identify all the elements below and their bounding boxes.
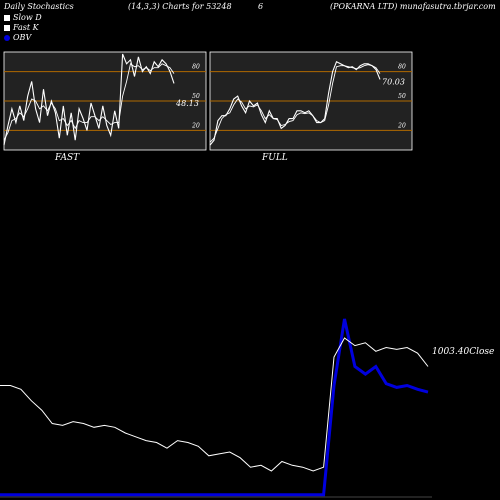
legend-slow-d: Slow D xyxy=(4,13,42,22)
legend-swatch-slow-d xyxy=(4,15,10,21)
close-value-label: 1003.40Close xyxy=(432,347,494,357)
full-series-slow-d xyxy=(209,64,381,143)
fast-series-slow-d xyxy=(3,63,175,141)
chart-title: Daily Stochastics xyxy=(4,2,74,11)
legend-label-obv: OBV xyxy=(13,33,32,42)
chart-code: 6 xyxy=(258,2,264,11)
full-tick-label-20: 20 xyxy=(397,122,406,129)
legend-obv: OBV xyxy=(4,33,31,42)
panel-label-fast: FAST xyxy=(55,153,80,163)
fast-last-value-label: 48.13 xyxy=(175,99,199,108)
legend-swatch-obv xyxy=(4,35,10,41)
legend-fast-k: Fast K xyxy=(4,23,39,32)
legend-label-fast-k: Fast K xyxy=(13,23,39,32)
fast-tick-label-50: 50 xyxy=(192,93,200,100)
full-tick-label-50: 50 xyxy=(398,93,406,100)
full-series-fast-k xyxy=(209,61,381,146)
legend-label-slow-d: Slow D xyxy=(13,13,42,22)
chart-company: (POKARNA LTD) munafasutra.tbrjar.com xyxy=(330,2,496,11)
close-price-line xyxy=(0,337,429,472)
chart-params: (14,3,3) Charts for 53248 xyxy=(128,2,232,11)
obv-line xyxy=(0,318,429,497)
full-last-value-label: 70.03 xyxy=(382,77,405,86)
full-tick-label-80: 80 xyxy=(398,64,406,71)
fast-tick-label-80: 80 xyxy=(192,64,200,71)
panel-label-full: FULL xyxy=(262,153,288,163)
fast-tick-label-20: 20 xyxy=(191,122,200,129)
legend-swatch-fast-k xyxy=(4,25,10,31)
